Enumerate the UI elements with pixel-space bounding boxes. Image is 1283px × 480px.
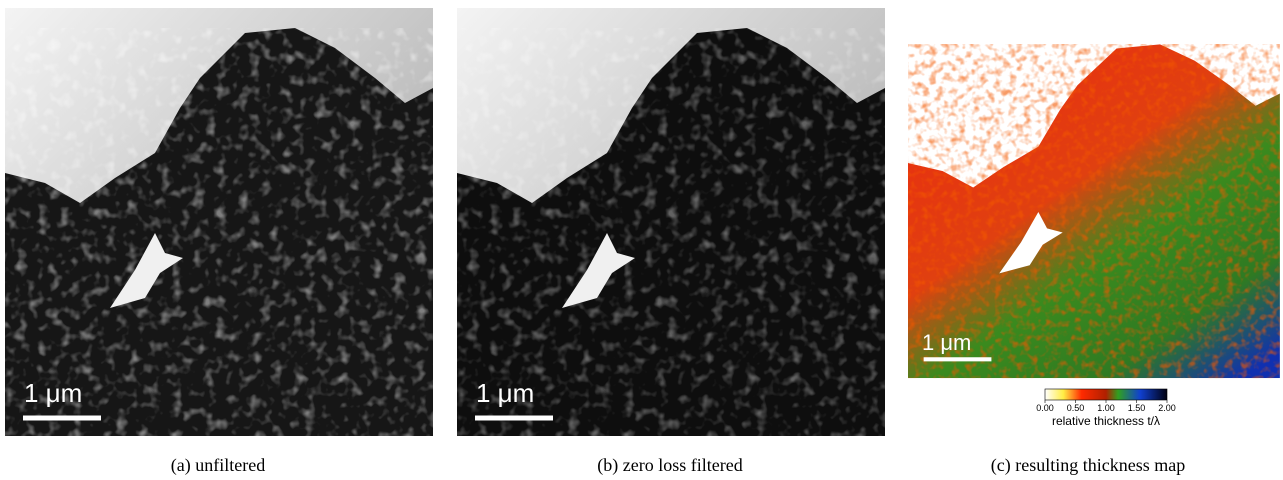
colorbar: 0.00 0.50 1.00 1.50 2.00 relative thickn… (1036, 389, 1176, 428)
panel-image (457, 8, 885, 436)
scale-bar-label: 1 μm (24, 378, 82, 408)
colorbar-label: relative thickness t/λ (1052, 414, 1160, 428)
colorbar-tick: 1.50 (1128, 403, 1146, 413)
panel-image (5, 8, 433, 436)
colorbar-tick: 0.50 (1067, 403, 1085, 413)
colorbar-tick: 2.00 (1158, 403, 1176, 413)
scale-bar-label: 1 μm (476, 378, 534, 408)
colorbar-tick: 0.00 (1036, 403, 1054, 413)
figure: 1 μm (a) unfiltered 1 μm (b) zero loss f… (0, 0, 1283, 480)
caption: (b) zero loss filtered (597, 455, 742, 476)
caption: (c) resulting thickness map (991, 455, 1185, 476)
panel-image (908, 28, 1280, 378)
scale-bar-label: 1 μm (922, 330, 971, 355)
colorbar-tick: 1.00 (1097, 403, 1115, 413)
caption: (a) unfiltered (171, 455, 265, 476)
